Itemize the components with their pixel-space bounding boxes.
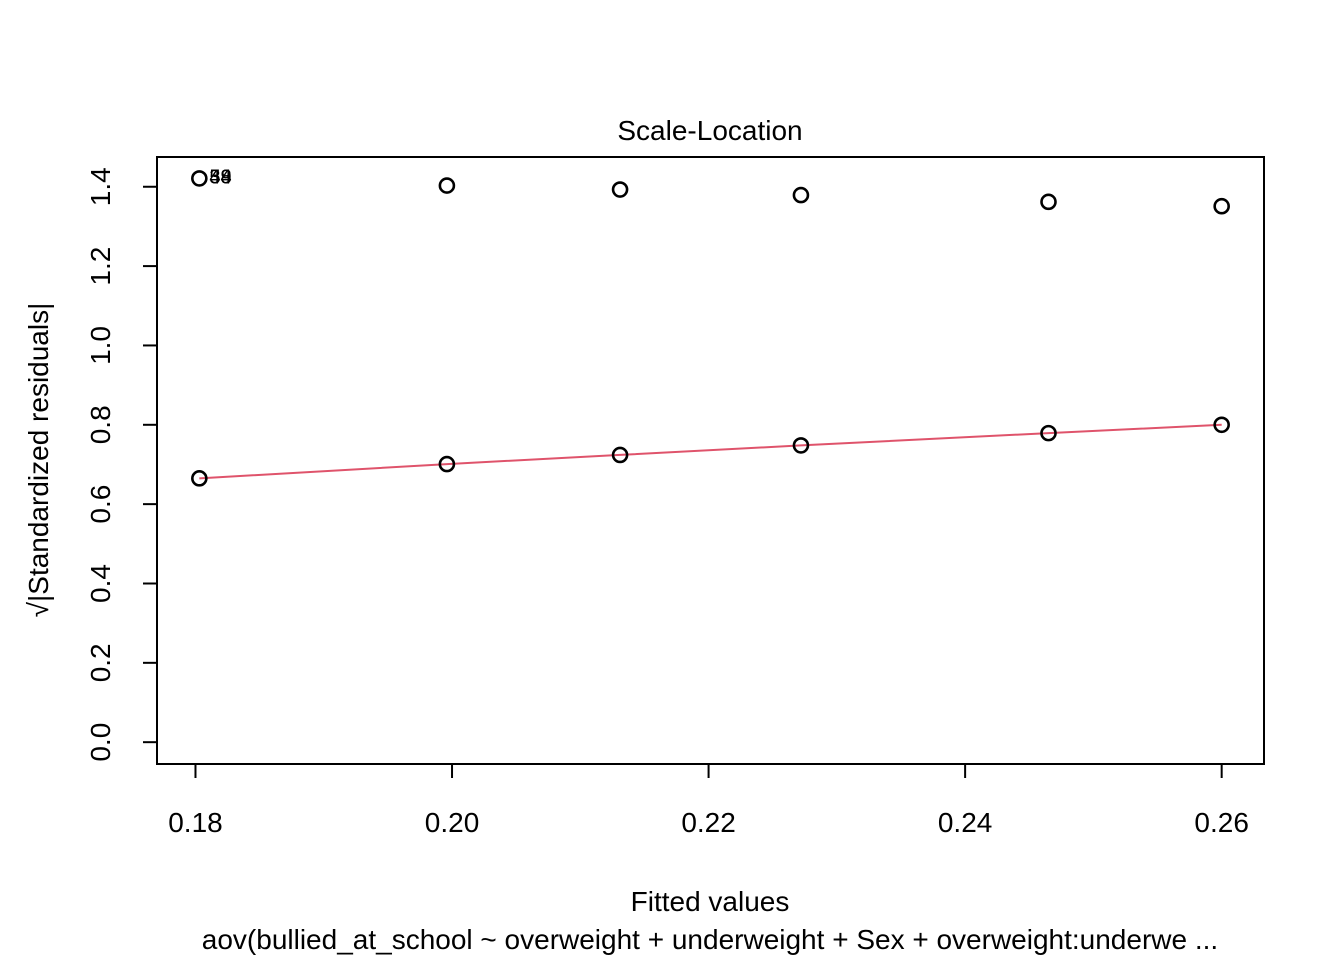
point-label: 59	[209, 166, 231, 188]
plot-subtitle: aov(bullied_at_school ~ overweight + und…	[202, 924, 1218, 955]
x-tick-label: 0.18	[168, 807, 223, 838]
y-tick-label: 0.0	[85, 723, 116, 762]
point-label: 44	[209, 166, 231, 188]
y-tick-label: 1.2	[85, 247, 116, 286]
smooth-line	[199, 423, 1222, 480]
y-tick-label: 1.0	[85, 326, 116, 365]
data-point	[1213, 197, 1230, 215]
x-axis: 0.18 0.20 0.22 0.24 0.26	[168, 763, 1249, 838]
data-point	[438, 455, 456, 473]
x-tick-label: 0.22	[681, 807, 736, 838]
data-point	[792, 437, 810, 454]
y-tick-label: 0.2	[85, 643, 116, 682]
data-point	[792, 186, 810, 204]
data-point	[1213, 416, 1230, 434]
data-point	[611, 446, 629, 464]
data-point	[191, 170, 208, 187]
data-point	[1040, 424, 1057, 442]
smooth-line-layer	[199, 423, 1222, 480]
x-tick-label: 0.26	[1194, 807, 1249, 838]
data-point	[191, 470, 208, 487]
y-tick-label: 1.4	[85, 167, 116, 206]
x-axis-title: Fitted values	[631, 886, 790, 917]
plot-frame	[156, 156, 1265, 765]
y-tick-label: 0.8	[85, 405, 116, 444]
data-point	[611, 181, 629, 198]
plot-title: Scale-Location	[617, 115, 802, 146]
x-tick-label: 0.20	[425, 807, 480, 838]
data-point	[438, 177, 456, 194]
y-tick-label: 0.4	[85, 564, 116, 603]
points-layer	[191, 170, 1230, 487]
data-point	[1040, 193, 1057, 211]
point-label: 38	[209, 166, 231, 188]
y-tick-label: 0.6	[85, 485, 116, 524]
y-axis-title: √|Standardized residuals|	[23, 303, 54, 618]
y-axis: 0.0 0.2 0.4 0.6 0.8 1.0 1.2 1.4	[85, 167, 158, 762]
x-tick-label: 0.24	[938, 807, 993, 838]
